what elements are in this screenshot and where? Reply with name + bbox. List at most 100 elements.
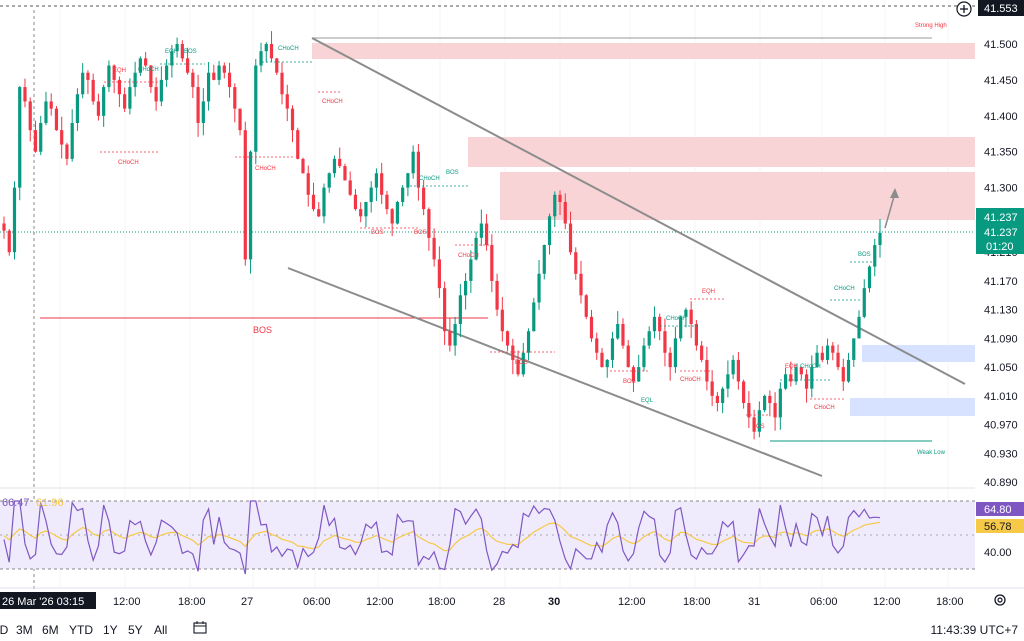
- tf-5y[interactable]: 5Y: [128, 623, 143, 637]
- candle-body: [799, 367, 803, 375]
- candle-body: [385, 194, 389, 210]
- candle-body: [23, 87, 27, 102]
- candle-body: [206, 72, 211, 102]
- top-price-badge: [978, 0, 1024, 16]
- candle-body: [165, 65, 169, 80]
- top-price-label: 41.553: [984, 3, 1018, 15]
- countdown-label: 01:20: [986, 241, 1014, 253]
- calendar-icon[interactable]: [193, 621, 207, 634]
- candle-body: [301, 158, 305, 174]
- candle-body: [222, 65, 226, 73]
- time-axis[interactable]: 26 Mar '26 03:15 12:00 18:00 27 06:00 12:00 18…: [2, 596, 964, 608]
- candle-body: [112, 65, 116, 80]
- choch-label: CHoCH: [138, 67, 159, 73]
- time-tick: 06:00: [303, 596, 331, 608]
- candle-body: [443, 288, 447, 332]
- candle-body: [589, 316, 594, 339]
- candle-body: [505, 331, 510, 346]
- candle-body: [170, 51, 174, 66]
- tf-1y[interactable]: 1Y: [103, 623, 118, 637]
- rsi-badge-1: [976, 502, 1024, 516]
- tf-6m[interactable]: 6M: [42, 623, 59, 637]
- candle-body: [663, 331, 667, 353]
- candle-body: [44, 101, 48, 123]
- candle-body: [820, 352, 824, 360]
- candle-body: [673, 338, 678, 368]
- candle-body: [547, 216, 552, 246]
- candle-body: [532, 302, 536, 332]
- candle-body: [600, 352, 604, 368]
- demand-zone-1: [862, 345, 975, 362]
- candle-body: [521, 352, 525, 375]
- tf-all[interactable]: All: [154, 623, 168, 637]
- candle-body: [264, 44, 268, 52]
- candle-body: [479, 223, 483, 238]
- candle-body: [789, 374, 793, 382]
- candle-body: [212, 72, 216, 80]
- candle-body: [464, 280, 468, 296]
- candle-body: [836, 352, 840, 368]
- weak-low-label: Weak Low: [917, 450, 946, 456]
- demand-zone-2: [850, 398, 975, 416]
- rsi-ma-line: [3, 521, 881, 552]
- price-axis[interactable]: 41.50041.45041.40041.35041.30041.25041.2…: [984, 39, 1018, 489]
- candle-body: [306, 173, 310, 195]
- candle-body: [778, 388, 782, 418]
- choch-label: CHoCH: [278, 46, 299, 52]
- candle-body: [117, 79, 122, 95]
- bos-label: BOS: [858, 252, 871, 258]
- candle-body: [39, 122, 43, 152]
- time-tick: 27: [241, 596, 253, 608]
- candle-body: [768, 395, 772, 404]
- candle-body: [490, 245, 494, 281]
- choch-label: CHoCH: [255, 166, 276, 172]
- candle-body: [364, 201, 368, 217]
- candle-body: [469, 259, 473, 281]
- channel-lower: [287, 267, 823, 477]
- candle-body: [568, 223, 573, 253]
- price-tick: 40.930: [984, 448, 1018, 460]
- rsi-value-2: 61.96: [36, 497, 64, 509]
- candle-body: [794, 367, 798, 382]
- channel-upper: [311, 37, 966, 385]
- candle-body: [736, 359, 740, 382]
- eql-label: EQL: [641, 398, 654, 404]
- candle-body: [332, 158, 337, 174]
- candle-body: [149, 65, 153, 88]
- price-tick: 41.130: [984, 305, 1018, 317]
- candle-body: [159, 79, 163, 102]
- candle-body: [254, 65, 258, 152]
- candle-body: [296, 130, 300, 159]
- choch-label: CHoCH: [814, 405, 835, 411]
- candle-body: [437, 259, 441, 289]
- candle-body: [495, 280, 499, 310]
- candle-body: [626, 345, 630, 368]
- tf-1d[interactable]: 1D: [0, 623, 9, 637]
- candle-body: [815, 352, 819, 368]
- candle-body: [747, 403, 751, 418]
- candle-body: [705, 359, 709, 382]
- settings-icon[interactable]: [993, 593, 1007, 607]
- candle-body: [542, 245, 546, 274]
- candle-body: [406, 173, 410, 188]
- candle-body: [154, 87, 158, 102]
- price-tick: 41.400: [984, 111, 1018, 123]
- add-alert-icon[interactable]: [955, 0, 973, 18]
- candle-body: [49, 101, 53, 109]
- price-tick: 41.450: [984, 75, 1018, 87]
- candle-body: [873, 245, 877, 267]
- tf-ytd[interactable]: YTD: [69, 623, 93, 637]
- current-price-label-2: 41.237: [984, 227, 1018, 239]
- grid: [59, 0, 949, 588]
- tf-3m[interactable]: 3M: [16, 623, 33, 637]
- candle-body: [757, 410, 761, 432]
- candle-body: [196, 87, 200, 123]
- choch-label: CHoCH: [666, 316, 687, 322]
- candle-body: [679, 316, 683, 339]
- time-tick: 31: [748, 596, 760, 608]
- candle-body: [86, 72, 90, 80]
- candle-body: [175, 44, 179, 52]
- candle-body: [191, 72, 195, 88]
- candle-body: [537, 273, 541, 303]
